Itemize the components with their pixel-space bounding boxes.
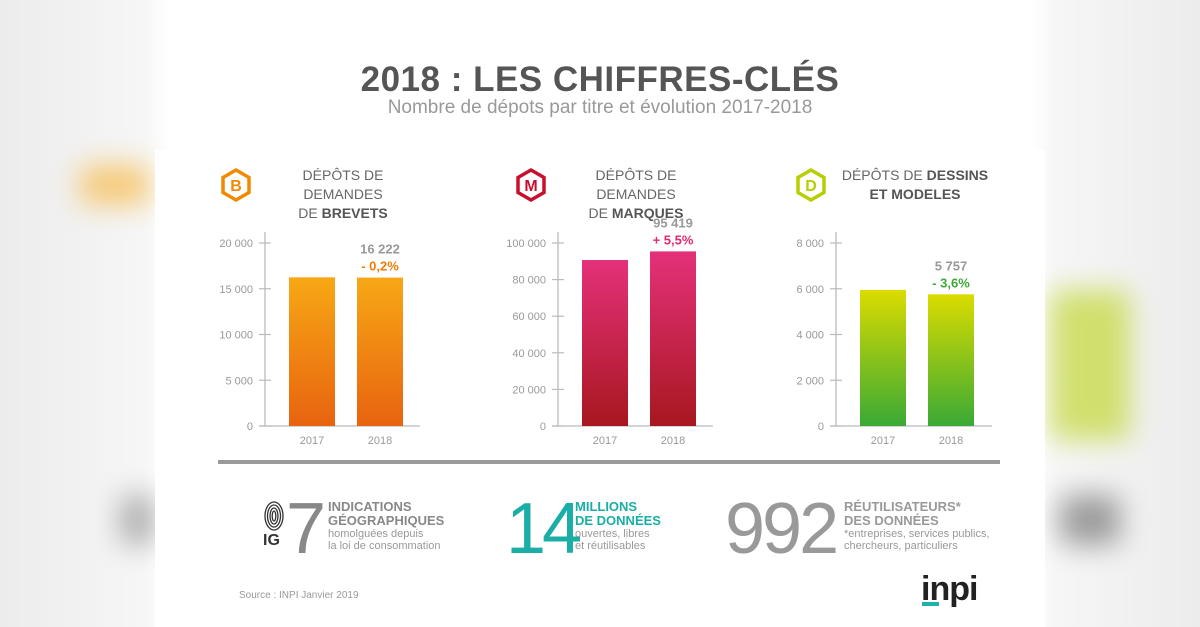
stat-line1: INDICATIONS [328,499,412,514]
stat-number: 7 [286,489,327,569]
page-title: 2018 : LES CHIFFRES-CLÉS [360,60,840,99]
icon-letter: B [230,178,242,195]
change-label: - 3,6% [932,275,970,290]
stat-desc1: homolguées depuis [328,528,424,540]
header-bold: ET MODELES [869,186,961,202]
header-line2: DE [588,205,612,221]
y-tick-label: 2 000 [796,375,824,387]
blurred-decoration [80,165,150,205]
x-tick-label: 2018 [939,435,963,447]
y-tick-label: 15 000 [219,284,253,296]
bar-2018 [650,251,696,426]
bar-2018 [357,277,403,426]
y-tick-label: 6 000 [796,284,824,296]
stat-number: 992 [725,489,839,569]
divider [218,460,1000,464]
icon-letter: M [524,178,537,195]
bar-2018 [928,294,974,426]
y-tick-label: 60 000 [512,311,546,323]
stat-desc2: chercheurs, particuliers [844,540,958,552]
y-tick-label: 10 000 [219,330,253,342]
y-tick-label: 8 000 [796,238,824,250]
source-note: Source : INPI Janvier 2019 [239,590,359,601]
chart-header-marques: DÉPÔTS DE DEMANDES DE MARQUES [555,166,717,223]
x-tick-label: 2018 [368,435,392,447]
stat-line2: GÉOGRAPHIQUES [328,513,445,528]
chart-2: D 0 2 000 4 000 6 000 8 000 2017 2018 5 757 - 3,6… [796,167,992,447]
blurred-decoration [120,495,155,545]
stat-desc1: ouvertes, libres [575,528,650,540]
header-bold: MARQUES [611,205,684,221]
y-tick-label: 0 [247,421,253,433]
inpi-logo: inpi [921,570,978,608]
x-tick-label: 2017 [300,435,324,447]
header-line1: DÉPÔTS DE DEMANDES [595,167,677,202]
y-tick-label: 20 000 [219,238,253,250]
value-label: 95 419 [653,215,693,230]
x-tick-label: 2017 [871,435,895,447]
value-label: 16 222 [360,242,400,257]
chart-0: B 0 5 000 10 000 15 000 20 000 2017 2018 16 222 -… [219,167,420,447]
y-tick-label: 5 000 [225,375,253,387]
hexagon-icon [516,167,546,203]
stat-desc2: et réutilisables [575,540,646,552]
logo-accent [922,602,939,606]
stat-line1: MILLIONS [575,499,638,514]
header-line2: DE [298,205,322,221]
bar-2017 [860,289,906,426]
stat-line2: DES DONNÉES [844,513,939,528]
hexagon-icon [221,167,251,203]
x-tick-label: 2018 [661,435,685,447]
change-label: - 0,2% [361,259,399,274]
stat-line2: DE DONNÉES [575,513,661,528]
x-tick-label: 2017 [593,435,617,447]
stat-number: 14 [506,489,582,569]
value-label: 5 757 [935,258,968,273]
fingerprint-icon [264,501,284,531]
bar-2017 [582,260,628,426]
stat-desc1: *entreprises, services publics, [844,528,990,540]
blurred-decoration [1060,495,1120,545]
blurred-decoration [1050,290,1130,440]
header-line1: DÉPÔTS DE DEMANDES [302,167,384,202]
ig-label: IG [263,532,280,549]
header-line1: DÉPÔTS DE [841,167,927,183]
y-tick-label: 40 000 [512,348,546,360]
chart-1: M 0 20 000 40 000 60 000 80 000 100 000 2017 201… [506,167,713,447]
y-tick-label: 4 000 [796,330,824,342]
header-bold: DESSINS [926,167,989,183]
stat-line1: RÉUTILISATEURS* [844,499,961,514]
y-tick-label: 0 [540,421,546,433]
change-label: + 5,5% [653,232,694,247]
y-tick-label: 20 000 [512,384,546,396]
icon-letter: D [805,178,817,195]
bar-2017 [289,277,335,426]
y-tick-label: 80 000 [512,275,546,287]
stat-desc2: la loi de consommation [328,540,441,552]
chart-header-brevets: DÉPÔTS DE DEMANDES DE BREVETS [262,166,424,223]
y-tick-label: 0 [818,421,824,433]
header-bold: BREVETS [321,205,388,221]
y-tick-label: 100 000 [506,238,546,250]
chart-header-dessins: DÉPÔTS DE DESSINS ET MODELES [840,166,990,204]
page-subtitle: Nombre de dépots par titre et évolution … [387,97,813,118]
hexagon-icon [796,167,826,203]
